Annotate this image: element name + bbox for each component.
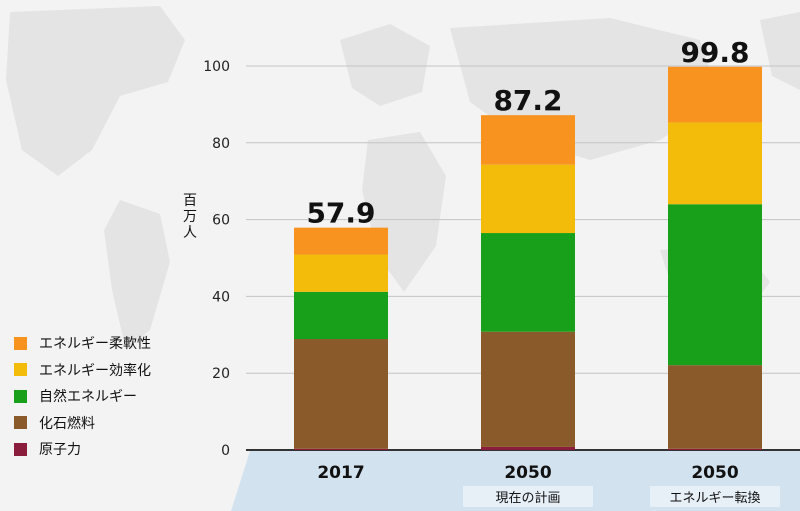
legend-swatch — [14, 442, 27, 456]
total-label: 99.8 — [680, 36, 749, 69]
sublabel-box — [463, 486, 593, 507]
x-sublabel: 現在の計画 — [495, 490, 560, 506]
x-axis: 2017 2050 現在の計画 2050 エネルギー転換 — [317, 463, 780, 507]
bar-segment — [668, 66, 762, 123]
bar-segment — [294, 339, 388, 449]
legend-item: 原子力 — [14, 436, 151, 463]
sublabel-box — [650, 486, 780, 507]
x-tick-label: 2050 — [504, 463, 551, 483]
legend-label: 原子力 — [39, 442, 81, 459]
legend-label: エネルギー柔軟性 — [39, 336, 151, 353]
y-tick-label: 20 — [212, 366, 230, 382]
y-tick-label: 80 — [212, 136, 230, 152]
bar-segment — [294, 254, 388, 292]
x-tick-label: 2017 — [317, 463, 364, 483]
bar-segment — [294, 448, 388, 450]
bar-segment — [481, 446, 575, 450]
y-axis: 0 20 40 60 80 100 — [203, 59, 230, 459]
legend-item: エネルギー柔軟性 — [14, 330, 151, 357]
bar-segment — [481, 233, 575, 332]
y-tick-label: 60 — [212, 213, 230, 229]
legend-swatch — [14, 389, 27, 403]
bar-segment — [481, 164, 575, 234]
y-tick-label: 100 — [203, 59, 230, 75]
legend-swatch — [14, 363, 27, 377]
legend-label: 化石燃料 — [39, 415, 95, 432]
bar-segment — [668, 365, 762, 449]
total-label: 57.9 — [306, 197, 375, 230]
bar-segment — [481, 331, 575, 447]
legend-item: エネルギー効率化 — [14, 357, 151, 384]
legend: エネルギー柔軟性 エネルギー効率化 自然エネルギー 化石燃料原子力 — [14, 330, 151, 463]
bar-segment — [668, 122, 762, 205]
legend-label: 自然エネルギー — [39, 389, 137, 406]
bar-segment — [294, 227, 388, 255]
legend-item: 化石燃料 — [14, 410, 151, 437]
x-tick-label: 2050 — [691, 463, 738, 483]
y-tick-label: 0 — [221, 443, 230, 459]
y-axis-label: 百万人 — [183, 193, 197, 241]
legend-swatch — [14, 416, 27, 430]
total-label: 87.2 — [493, 84, 562, 117]
bar-segment — [294, 291, 388, 340]
legend-label: エネルギー効率化 — [39, 362, 151, 379]
bar-segment — [481, 115, 575, 165]
legend-swatch — [14, 336, 27, 350]
legend-item: 自然エネルギー — [14, 383, 151, 410]
bar-segment — [668, 204, 762, 366]
x-sublabel: エネルギー転換 — [669, 491, 760, 506]
y-tick-label: 40 — [212, 289, 230, 305]
bars: 57.9 87.2 99.8 — [294, 36, 762, 450]
bar-segment — [668, 448, 762, 450]
